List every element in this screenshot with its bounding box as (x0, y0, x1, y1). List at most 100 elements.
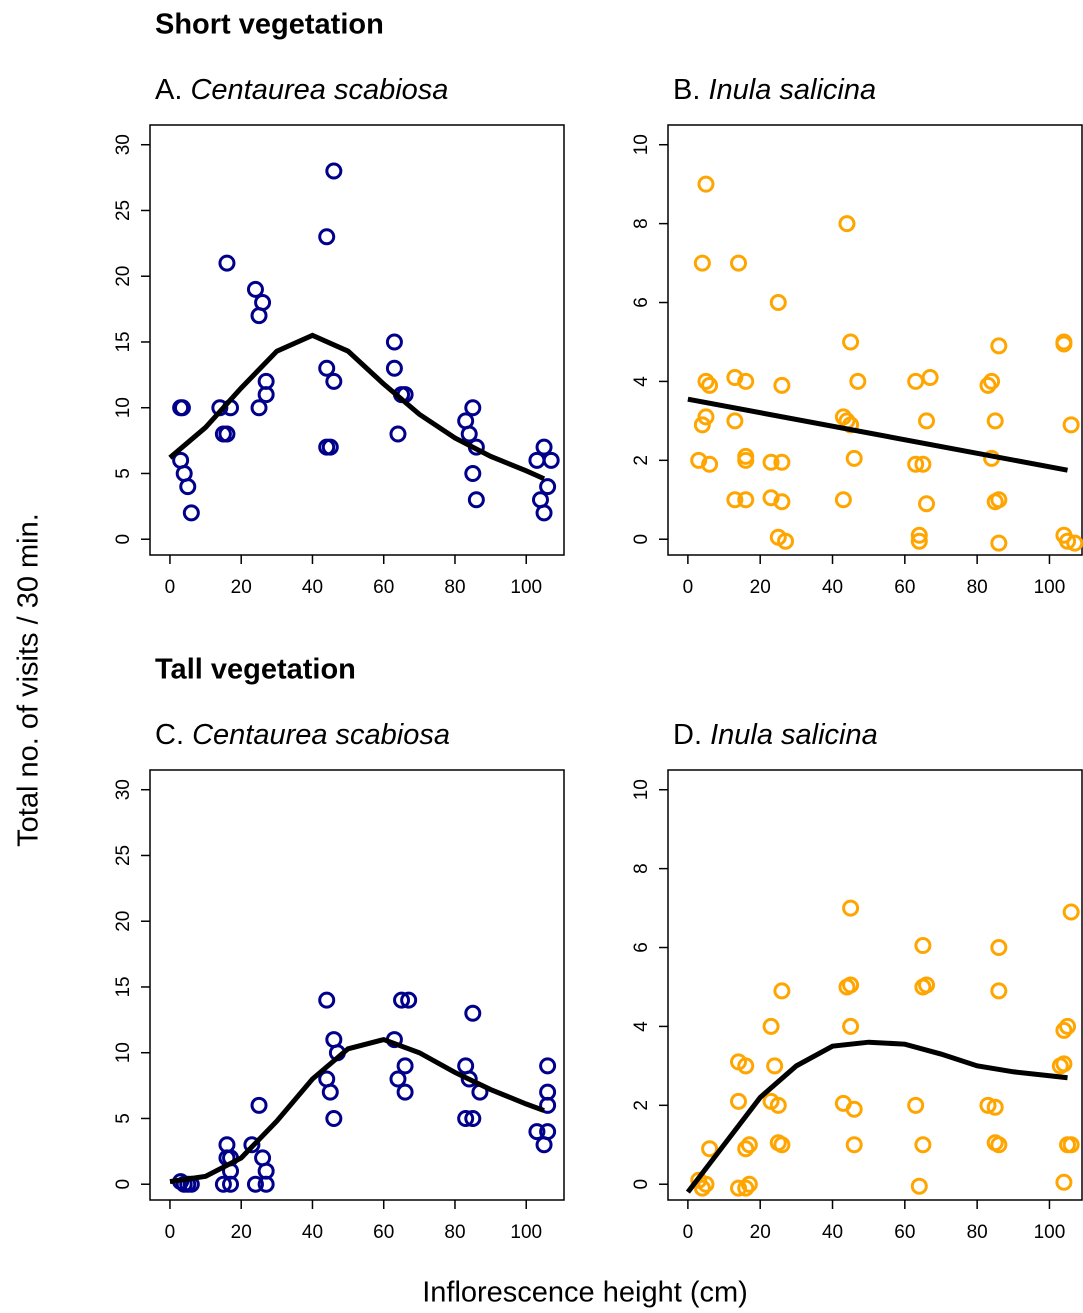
point (222, 1175, 240, 1193)
x-axis-label: Inflorescence height (cm) (422, 1277, 748, 1309)
panel-title: A. Centaurea scabiosa (155, 74, 448, 106)
point (246, 280, 264, 298)
y-tick-label: 0 (113, 1179, 134, 1190)
point (726, 491, 744, 509)
point (1062, 416, 1080, 434)
point (1059, 532, 1077, 550)
point (460, 1070, 478, 1088)
point (769, 1096, 787, 1114)
panel-species: Inula salicina (710, 719, 878, 751)
point (990, 939, 1008, 957)
point (385, 333, 403, 351)
point (983, 372, 1001, 390)
point (243, 1136, 261, 1154)
y-tick-label: 10 (631, 779, 652, 800)
point (464, 1004, 482, 1022)
point (460, 425, 478, 443)
y-tick-label: 25 (113, 200, 134, 221)
y-tick-label: 2 (631, 1100, 652, 1111)
point (740, 1175, 758, 1193)
point (400, 991, 418, 1009)
point (179, 478, 197, 496)
plot-box (667, 124, 1083, 556)
fit-line (169, 1036, 545, 1185)
point (842, 1017, 860, 1035)
x-tick-label: 0 (683, 1222, 694, 1243)
y-tick-label: 30 (113, 779, 134, 800)
point (737, 1057, 755, 1075)
panel-species: Centaurea scabiosa (192, 719, 450, 751)
point (539, 1096, 557, 1114)
point (730, 1092, 748, 1110)
point (737, 491, 755, 509)
point (254, 294, 272, 312)
point (842, 899, 860, 917)
panel-species: Centaurea scabiosa (190, 74, 448, 106)
point (921, 368, 939, 386)
point (693, 1179, 711, 1197)
point (318, 228, 336, 246)
point (737, 447, 755, 465)
y-tick-label: 15 (113, 331, 134, 352)
y-tick-label: 25 (113, 845, 134, 866)
point (389, 1070, 407, 1088)
point (246, 1175, 264, 1193)
x-tick-label: 80 (967, 1222, 988, 1243)
point (697, 408, 715, 426)
point (535, 438, 553, 456)
y-tick-label: 4 (631, 1021, 652, 1032)
x-tick-label: 80 (444, 577, 465, 598)
y-tick-label: 10 (113, 1042, 134, 1063)
point (740, 1136, 758, 1154)
x-tick-label: 60 (373, 577, 394, 598)
point (773, 1136, 791, 1154)
point (907, 1096, 925, 1114)
point (910, 532, 928, 550)
point (1066, 534, 1083, 552)
point (182, 504, 200, 522)
point (701, 455, 719, 473)
x-tick-label: 100 (510, 577, 542, 598)
y-tick-label: 20 (113, 911, 134, 932)
point (325, 1109, 343, 1127)
x-tick-label: 20 (231, 1222, 252, 1243)
y-tick-label: 5 (113, 468, 134, 479)
point (173, 399, 191, 417)
point (990, 1136, 1008, 1154)
x-tick-label: 20 (750, 1222, 771, 1243)
point (914, 1136, 932, 1154)
fit-line (685, 1039, 1068, 1194)
point (1055, 1055, 1073, 1073)
y-tick-label: 10 (113, 397, 134, 418)
point (542, 451, 560, 469)
point (990, 337, 1008, 355)
x-tick-label: 100 (1034, 577, 1066, 598)
section-heading: Short vegetation (155, 9, 384, 41)
point (986, 1098, 1004, 1116)
point (777, 532, 795, 550)
point (464, 1109, 482, 1127)
point (769, 294, 787, 312)
point (396, 1057, 414, 1075)
point (773, 493, 791, 511)
point (907, 372, 925, 390)
x-tick-label: 100 (1034, 1222, 1066, 1243)
panel-title: C. Centaurea scabiosa (155, 719, 450, 751)
x-tick-label: 40 (302, 1222, 323, 1243)
point (539, 1057, 557, 1075)
y-tick-label: 6 (631, 297, 652, 308)
x-tick-label: 40 (302, 577, 323, 598)
point (321, 438, 339, 456)
point (464, 399, 482, 417)
y-tick-label: 20 (113, 266, 134, 287)
fit-line (687, 396, 1068, 473)
point (539, 478, 557, 496)
x-tick-label: 100 (510, 1222, 542, 1243)
y-tick-label: 8 (631, 863, 652, 874)
point (849, 372, 867, 390)
x-tick-label: 0 (165, 577, 176, 598)
point (389, 425, 407, 443)
point (726, 412, 744, 430)
x-tick-label: 80 (967, 577, 988, 598)
panel-species: Inula salicina (708, 74, 876, 106)
